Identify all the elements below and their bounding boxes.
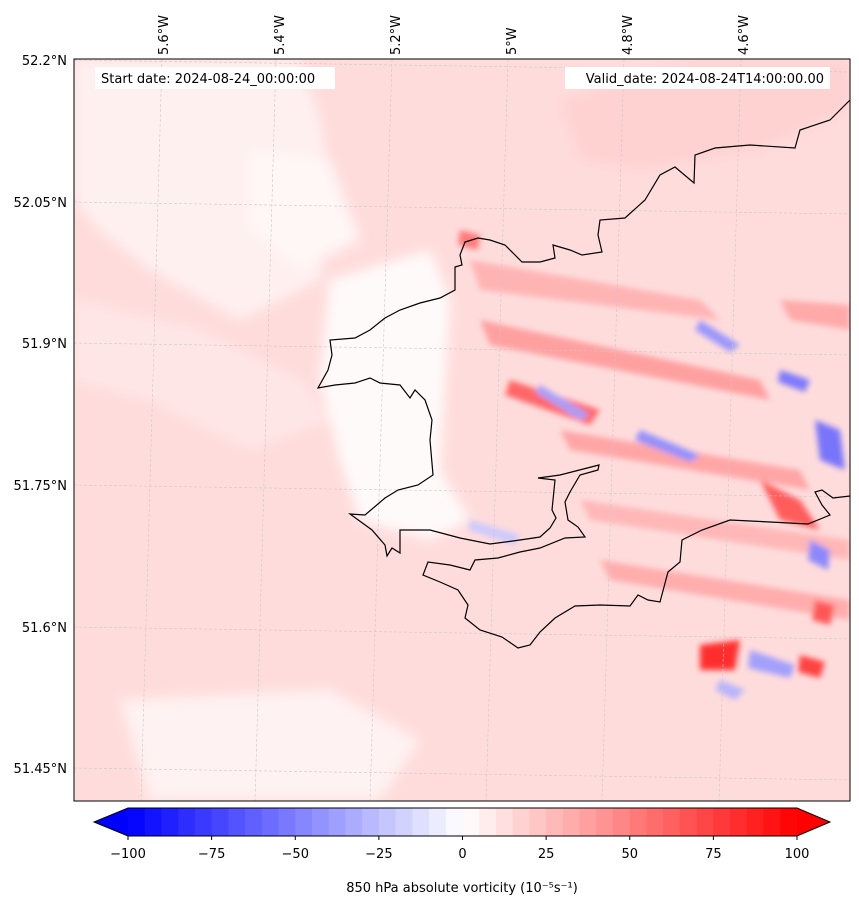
lat-label: 52.2°N	[22, 54, 67, 69]
colorbar-tick-label: 0	[458, 847, 466, 862]
colorbar-segment	[780, 808, 798, 836]
colorbar-segment	[713, 808, 731, 836]
colorbar-segment	[596, 808, 614, 836]
valid-date-label: Valid_date: 2024-08-24T14:00:00.00	[586, 72, 824, 87]
colorbar-segment	[161, 808, 179, 836]
colorbar-segment	[378, 808, 397, 836]
colorbar-segment	[512, 808, 530, 836]
lat-label: 51.6°N	[22, 621, 67, 636]
start-date-label: Start date: 2024-08-24_00:00:00	[101, 72, 315, 87]
coastline	[316, 99, 851, 649]
valid-date-box: Valid_date: 2024-08-24T14:00:00.00	[565, 67, 830, 89]
start-date-box: Start date: 2024-08-24_00:00:00	[95, 67, 335, 89]
lon-label: 4.8°W	[621, 15, 636, 55]
lon-label: 5.2°W	[389, 15, 404, 55]
colorbar-tick-label: −25	[365, 847, 392, 862]
colorbar-segment	[663, 808, 681, 836]
colorbar-high-extend	[797, 808, 830, 836]
longitude-labels: 5.6°W 5.4°W 5.2°W 5°W 4.8°W 4.6°W	[157, 15, 752, 55]
lon-label: 5.6°W	[157, 15, 172, 55]
colorbar-segment	[529, 808, 547, 836]
colorbar-segment	[395, 808, 413, 836]
colorbar-tick-label: 75	[705, 847, 722, 862]
colorbar-segment	[562, 808, 581, 836]
colorbar-segment	[445, 808, 464, 836]
colorbar-segment	[479, 808, 497, 836]
colorbar-tick-label: 100	[785, 847, 810, 862]
colorbar-segment	[679, 808, 698, 836]
colorbar-ticks: −100 −75 −50 −25 0 25 50 75 100	[110, 836, 809, 862]
colorbar-segment	[696, 808, 714, 836]
colorbar-segment	[613, 808, 631, 836]
lat-label: 52.05°N	[14, 196, 67, 211]
colorbar-segment	[228, 808, 246, 836]
lon-label: 5°W	[505, 27, 520, 55]
colorbar-segment	[730, 808, 748, 836]
colorbar-segment	[746, 808, 765, 836]
colorbar-segment	[362, 808, 380, 836]
colorbar-segment	[629, 808, 648, 836]
lon-label: 4.6°W	[737, 15, 752, 55]
colorbar-segment	[412, 808, 430, 836]
colorbar-segment	[546, 808, 564, 836]
colorbar-segment	[144, 808, 163, 836]
map-frame	[73, 58, 851, 802]
colorbar-segment	[646, 808, 664, 836]
colorbar-tick-label: 25	[538, 847, 555, 862]
colorbar-segment	[295, 808, 313, 836]
latitude-labels: 52.2°N 52.05°N 51.9°N 51.75°N 51.6°N 51.…	[14, 54, 67, 777]
colorbar-segment	[345, 808, 363, 836]
colorbar-segment	[178, 808, 196, 836]
colorbar-segment	[328, 808, 347, 836]
colorbar-segment	[429, 808, 447, 836]
colorbar-tick-label: −75	[198, 847, 225, 862]
colorbar-segment	[211, 808, 229, 836]
colorbar-segment	[245, 808, 263, 836]
colorbar-tick-label: −50	[282, 847, 309, 862]
colorbar-segment	[194, 808, 213, 836]
colorbar-segment	[495, 808, 514, 836]
colorbar-segment	[579, 808, 597, 836]
lat-label: 51.9°N	[22, 337, 67, 352]
colorbar-label: 850 hPa absolute vorticity (10⁻⁵s⁻¹)	[346, 881, 578, 896]
colorbar: −100 −75 −50 −25 0 25 50 75 100 850 hPa absolute…	[92, 807, 832, 896]
colorbar-low-extend	[94, 808, 128, 836]
colorbar-segment	[128, 808, 146, 836]
colorbar-segment	[462, 808, 480, 836]
colorbar-segment	[278, 808, 296, 836]
colorbar-segment	[261, 808, 280, 836]
colorbar-segment	[763, 808, 781, 836]
colorbar-segments	[128, 808, 798, 836]
lon-label: 5.4°W	[273, 15, 288, 55]
colorbar-tick-label: 50	[621, 847, 638, 862]
lat-label: 51.75°N	[14, 479, 67, 494]
colorbar-tick-label: −100	[110, 847, 146, 862]
colorbar-segment	[311, 808, 330, 836]
map-panel: Start date: 2024-08-24_00:00:00 Valid_da…	[73, 58, 851, 802]
lat-label: 51.45°N	[14, 762, 67, 777]
